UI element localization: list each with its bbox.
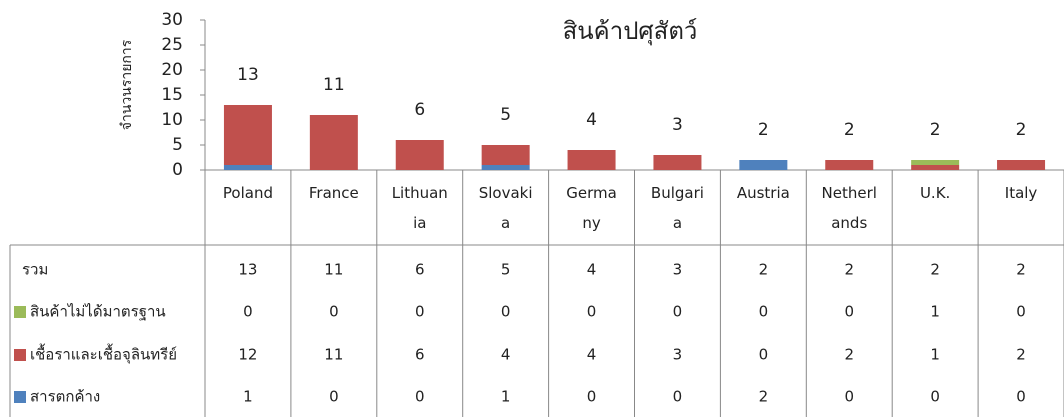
x-tick-label: Lithuania xyxy=(391,184,448,232)
x-tick-label: Slovakia xyxy=(478,184,533,232)
table-cell: 6 xyxy=(415,261,425,279)
row-label: สารตกค้าง xyxy=(30,388,100,406)
x-tick-label: Bulgaria xyxy=(650,184,704,232)
table-cell: 2 xyxy=(1016,346,1026,364)
table-cell: 2 xyxy=(844,261,854,279)
chart-title: สินค้าปศุสัตว์ xyxy=(563,17,698,46)
bar-segment xyxy=(911,165,960,170)
data-label: 2 xyxy=(930,120,941,140)
table-cell: 2 xyxy=(759,261,769,279)
x-tick-label: U.K. xyxy=(919,184,951,202)
table-cell: 13 xyxy=(238,261,257,279)
data-label: 11 xyxy=(323,75,345,95)
table-cell: 11 xyxy=(324,346,343,364)
data-label: 6 xyxy=(414,100,425,120)
data-label: 5 xyxy=(500,105,511,125)
bar-segment xyxy=(309,115,358,170)
row-label: สินค้าไม่ได้มาตรฐาน xyxy=(30,303,166,321)
y-axis-label: จำนวนรายการ xyxy=(119,39,135,130)
table-cell: 4 xyxy=(587,261,597,279)
table-cell: 2 xyxy=(930,261,940,279)
table-cell: 0 xyxy=(415,303,425,321)
table-cell: 11 xyxy=(324,261,343,279)
bar-segment xyxy=(567,150,616,170)
table-cell: 3 xyxy=(673,261,683,279)
legend-swatch xyxy=(14,391,26,403)
table-cell: 5 xyxy=(501,261,511,279)
table-cell: 1 xyxy=(930,303,940,321)
bar-segment xyxy=(223,105,272,165)
x-tick-label: Germany xyxy=(566,184,617,232)
legend-swatch xyxy=(14,349,26,361)
table-cell: 0 xyxy=(587,388,597,406)
x-tick-label: France xyxy=(308,184,359,202)
row-label: รวม xyxy=(22,261,48,279)
table-cell: 1 xyxy=(501,388,511,406)
table-cell: 6 xyxy=(415,346,425,364)
table-cell: 0 xyxy=(759,346,769,364)
table-cell: 0 xyxy=(329,388,339,406)
y-tick-label: 20 xyxy=(161,60,183,80)
table-cell: 12 xyxy=(238,346,257,364)
table-cell: 1 xyxy=(243,388,253,406)
table-cell: 0 xyxy=(844,388,854,406)
y-tick-label: 25 xyxy=(161,35,183,55)
bar-segment xyxy=(653,155,702,170)
data-label: 4 xyxy=(586,110,597,130)
bar-segment xyxy=(997,160,1046,170)
y-tick-label: 5 xyxy=(172,135,183,155)
table-cell: 1 xyxy=(930,346,940,364)
table-cell: 0 xyxy=(930,388,940,406)
data-label: 2 xyxy=(758,120,769,140)
y-tick-label: 10 xyxy=(161,110,183,130)
table-cell: 2 xyxy=(844,346,854,364)
row-label: เชื้อราและเชื้อจุลินทรีย์ xyxy=(30,344,177,365)
x-tick-label: Italy xyxy=(1004,184,1038,202)
table-cell: 0 xyxy=(1016,303,1026,321)
bar-segment xyxy=(223,165,272,170)
table-cell: 0 xyxy=(673,303,683,321)
bar-segment xyxy=(481,145,530,165)
table-cell: 0 xyxy=(415,388,425,406)
table-cell: 0 xyxy=(844,303,854,321)
bar-segment xyxy=(825,160,874,170)
data-label: 2 xyxy=(1016,120,1027,140)
y-tick-label: 15 xyxy=(161,85,183,105)
table-cell: 0 xyxy=(587,303,597,321)
data-label: 2 xyxy=(844,120,855,140)
table-cell: 3 xyxy=(673,346,683,364)
bar-segment xyxy=(481,165,530,170)
bar-segment xyxy=(395,140,444,170)
x-tick-label: Austria xyxy=(736,184,790,202)
legend-swatch xyxy=(14,306,26,318)
data-label: 3 xyxy=(672,115,683,135)
data-label: 13 xyxy=(237,65,259,85)
table-cell: 0 xyxy=(501,303,511,321)
table-cell: 2 xyxy=(759,388,769,406)
table-cell: 4 xyxy=(501,346,511,364)
table-cell: 4 xyxy=(587,346,597,364)
bar-segment xyxy=(739,160,788,170)
x-tick-label: Poland xyxy=(222,184,273,202)
x-tick-label: Netherlands xyxy=(821,184,877,232)
y-tick-label: 0 xyxy=(172,160,183,180)
table-cell: 2 xyxy=(1016,261,1026,279)
y-tick-label: 30 xyxy=(161,10,183,30)
bar-segment xyxy=(911,160,960,165)
table-cell: 0 xyxy=(759,303,769,321)
table-cell: 0 xyxy=(1016,388,1026,406)
table-cell: 0 xyxy=(243,303,253,321)
table-cell: 0 xyxy=(673,388,683,406)
table-cell: 0 xyxy=(329,303,339,321)
